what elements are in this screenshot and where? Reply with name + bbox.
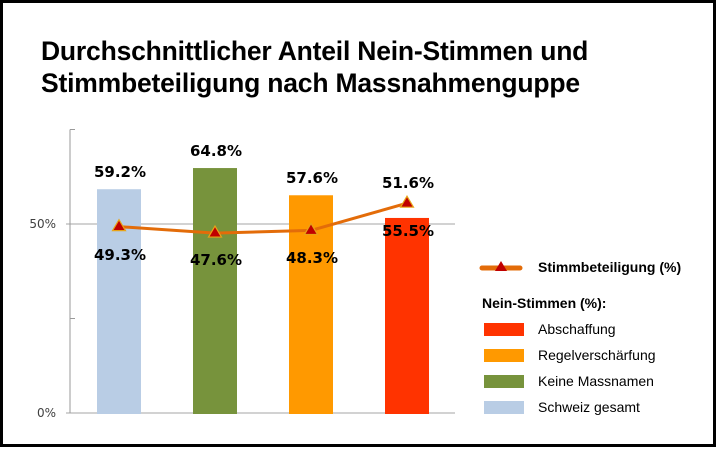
line-marker-1 — [207, 224, 223, 238]
legend-line-marker-icon — [479, 261, 523, 271]
legend-label: Abschaffung — [538, 321, 616, 337]
bar-1 — [193, 168, 237, 414]
legend-swatch-icon — [484, 323, 524, 336]
legend-label-stimmbeteiligung: Stimmbeteiligung (%) — [538, 259, 682, 275]
line-marker-3 — [399, 195, 415, 208]
data-label-bottom-3: 55.5% — [382, 222, 434, 240]
line-marker-0 — [111, 218, 127, 232]
legend-label: Schweiz gesamt — [538, 399, 640, 415]
bar-3 — [385, 217, 429, 414]
data-label-top-2: 57.6% — [286, 169, 338, 187]
legend-header-nein-stimmen: Nein-Stimmen (%): — [482, 295, 607, 311]
legend-swatch-icon — [484, 375, 524, 388]
y-tick-label: 0% — [37, 406, 56, 420]
data-label-top-1: 64.8% — [190, 142, 242, 160]
y-tick-label: 50% — [29, 217, 56, 231]
legend-entry-2: Keine Massnamen — [482, 372, 702, 390]
legend-label: Regelverschärfung — [538, 347, 656, 363]
chart-title-line-1: Durchschnittlicher Anteil Nein-Stimmen u… — [41, 36, 589, 66]
line-marker-2 — [303, 222, 319, 236]
legend-swatch-icon — [484, 401, 524, 414]
stimmbeteiligung-line — [118, 201, 408, 235]
legend-entry-stimmbeteiligung: Stimmbeteiligung (%) — [479, 257, 712, 277]
chart-title: Durchschnittlicher Anteil Nein-Stimmen u… — [41, 35, 588, 99]
chart-title-line-2: Stimmbeteiligung nach Massnahmenguppe — [41, 68, 580, 98]
data-label-bottom-2: 48.3% — [286, 249, 338, 267]
legend-swatch-icon — [484, 349, 524, 362]
legend-entry-1: Regelverschärfung — [482, 346, 702, 364]
legend-entry-0: Abschaffung — [482, 320, 702, 338]
data-label-bottom-0: 49.3% — [94, 246, 146, 264]
legend-label: Keine Massnamen — [538, 373, 654, 389]
data-label-top-3: 51.6% — [382, 174, 434, 192]
data-label-top-0: 59.2% — [94, 163, 146, 181]
legend-entry-3: Schweiz gesamt — [482, 398, 702, 416]
data-label-bottom-1: 47.6% — [190, 251, 242, 269]
